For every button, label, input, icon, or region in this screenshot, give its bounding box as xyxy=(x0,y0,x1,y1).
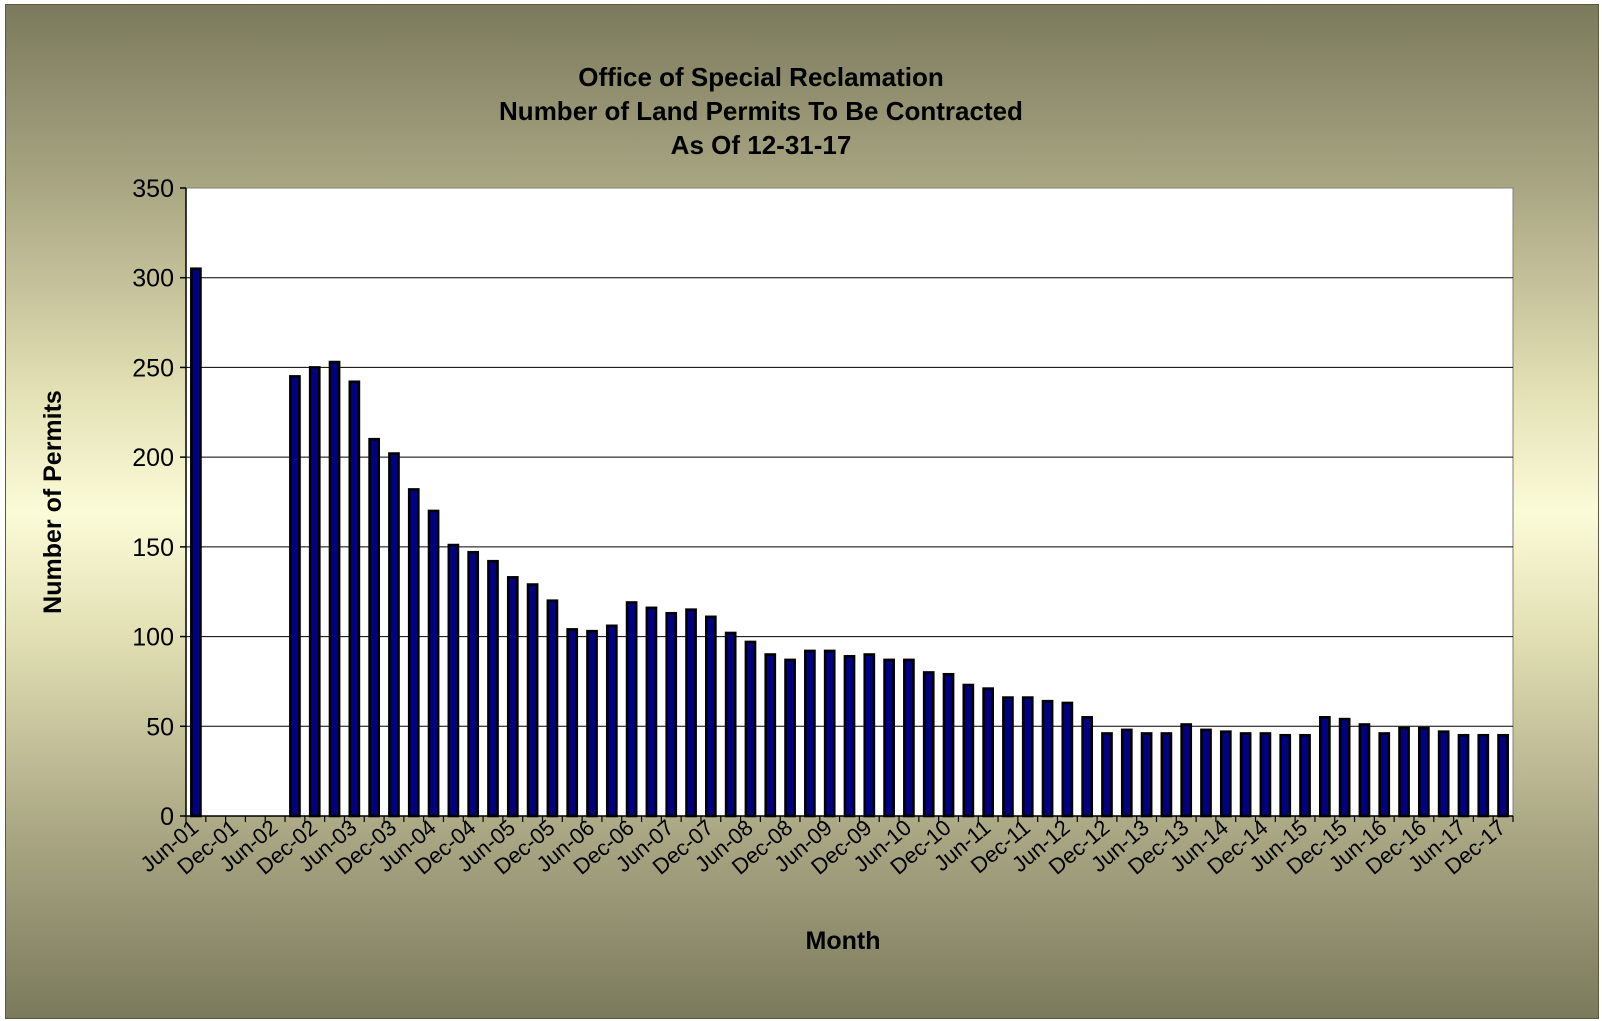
bar-17 xyxy=(526,583,539,818)
bar-9 xyxy=(368,437,381,818)
bar-14 xyxy=(467,550,480,818)
y-tick-labels: 0 50 100 150 200 250 300 350 xyxy=(132,175,174,831)
bar-34 xyxy=(863,653,876,818)
bar-51 xyxy=(1200,728,1212,818)
bar-40 xyxy=(982,687,995,818)
y-tick-label-350: 350 xyxy=(132,175,174,203)
bar-55 xyxy=(1279,733,1292,818)
bar-10 xyxy=(388,452,400,818)
x-axis-title: Month xyxy=(806,927,881,955)
chart-title-line-1: Office of Special Reclamation xyxy=(578,62,944,92)
y-tick-label-200: 200 xyxy=(132,444,174,472)
bar-54 xyxy=(1259,732,1272,818)
chart-title-line-3: As Of 12-31-17 xyxy=(671,130,852,160)
bar-20 xyxy=(586,629,598,818)
bar-45 xyxy=(1081,716,1094,818)
bar-25 xyxy=(685,608,697,818)
y-tick-label-0: 0 xyxy=(160,803,174,831)
y-tick-label-50: 50 xyxy=(146,713,174,741)
y-axis-title: Number of Permits xyxy=(39,390,67,614)
bar-27 xyxy=(724,631,737,818)
bar-52 xyxy=(1219,730,1232,818)
bar-42 xyxy=(1021,696,1034,818)
bar-8 xyxy=(348,380,361,818)
chart-title: Office of Special Reclamation Number of … xyxy=(499,62,1023,160)
chart-title-line-2: Number of Land Permits To Be Contracted xyxy=(499,96,1023,126)
bar-15 xyxy=(487,559,499,818)
bar-22 xyxy=(625,601,638,818)
bar-46 xyxy=(1101,732,1113,818)
bar-35 xyxy=(883,658,895,818)
bar-39 xyxy=(962,683,975,818)
bar-7 xyxy=(328,360,341,818)
y-tick-label-250: 250 xyxy=(132,354,174,382)
bar-60 xyxy=(1378,732,1391,818)
bar-19 xyxy=(566,628,579,818)
bar-21 xyxy=(605,624,618,818)
bar-28 xyxy=(744,640,757,818)
bar-0 xyxy=(190,267,202,818)
bar-61 xyxy=(1398,726,1410,818)
bar-62 xyxy=(1418,726,1430,818)
chart-svg: Office of Special Reclamation Number of … xyxy=(39,62,1514,955)
bar-66 xyxy=(1497,733,1509,818)
bar-57 xyxy=(1318,716,1331,818)
bar-56 xyxy=(1299,733,1311,818)
bar-24 xyxy=(665,611,678,818)
bar-12 xyxy=(427,509,440,818)
bar-16 xyxy=(506,576,519,818)
y-tick-label-150: 150 xyxy=(132,534,174,562)
bar-6 xyxy=(308,366,321,818)
bar-11 xyxy=(407,488,420,818)
bar-59 xyxy=(1358,723,1371,818)
bar-63 xyxy=(1437,730,1450,818)
bar-29 xyxy=(764,653,777,818)
bar-48 xyxy=(1140,732,1153,818)
bar-44 xyxy=(1061,701,1074,818)
bar-33 xyxy=(843,655,856,818)
axes xyxy=(180,187,1514,822)
bar-31 xyxy=(804,649,816,818)
bar-38 xyxy=(942,672,955,818)
bar-26 xyxy=(704,615,717,818)
y-tick-label-300: 300 xyxy=(132,265,174,293)
bar-5 xyxy=(289,375,301,818)
chart-frame: Office of Special Reclamation Number of … xyxy=(5,4,1599,1019)
bar-53 xyxy=(1239,732,1252,818)
bar-36 xyxy=(903,658,915,818)
bar-32 xyxy=(823,649,836,818)
bar-23 xyxy=(645,606,658,818)
bar-30 xyxy=(784,658,796,818)
gridlines xyxy=(186,277,1513,727)
bar-47 xyxy=(1120,728,1133,818)
bar-13 xyxy=(447,543,460,818)
bar-43 xyxy=(1041,699,1054,818)
bar-37 xyxy=(922,671,935,818)
bar-18 xyxy=(546,599,559,818)
bar-50 xyxy=(1180,723,1193,818)
bar-64 xyxy=(1457,733,1470,818)
bar-65 xyxy=(1477,733,1490,818)
bar-49 xyxy=(1160,732,1173,818)
x-tick-labels: Jun-01Dec-01Jun-02Dec-02Jun-03Dec-03Jun-… xyxy=(136,815,1511,880)
bars xyxy=(190,267,1509,818)
bar-58 xyxy=(1338,717,1351,818)
y-tick-label-100: 100 xyxy=(132,624,174,652)
bar-41 xyxy=(1002,696,1014,818)
